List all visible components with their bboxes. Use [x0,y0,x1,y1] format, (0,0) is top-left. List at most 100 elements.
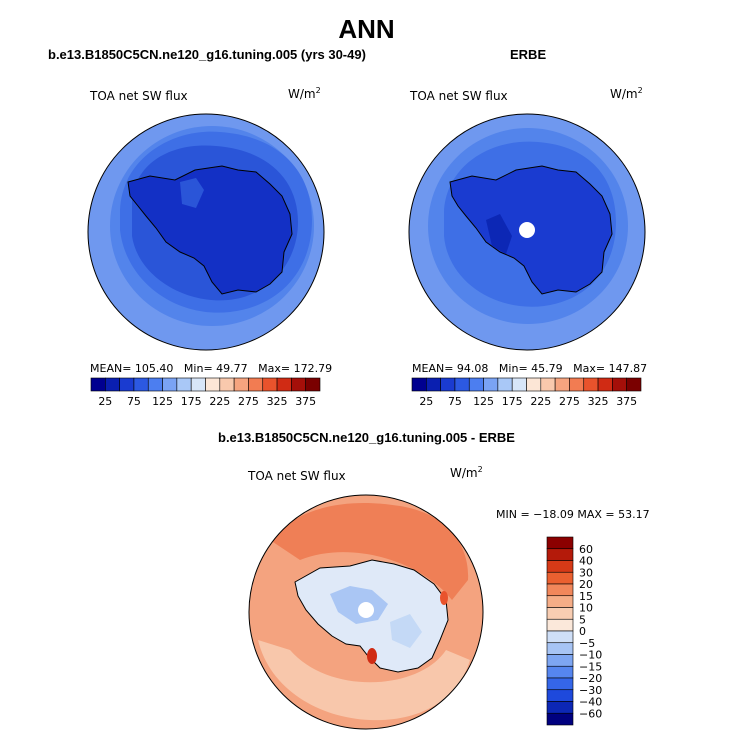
panel3-colorbar-box [546,595,574,608]
panel2-variable-label: TOA net SW flux [410,89,508,103]
panel1-colorbar-box [147,377,163,392]
panel3-units: W/m2 [450,465,483,480]
panel2-mean-label: MEAN= [412,362,454,375]
panel2-colorbar-box [526,377,542,392]
panel3-colorbar-label: −40 [579,696,602,709]
panel2-units: W/m2 [610,86,643,101]
panel3-colorbar-box [546,642,574,655]
panel3-colorbar-box [546,536,574,550]
panel2-colorbar-box [569,377,585,392]
panel1-colorbar-box [90,377,106,392]
panel1-colorbar: 25 75 125 175 225 275 325 375 [90,377,321,408]
page-title: ANN [338,14,395,44]
panel2-colorbar-box [497,377,513,392]
panel3-variable-label: TOA net SW flux [248,469,346,483]
panel2-map-border [408,113,646,351]
panel1-colorbar-label: 125 [152,395,173,408]
panel1-max-label: Max= [258,362,291,375]
panel3-hot-spot [440,591,448,605]
panel2-colorbar-box [454,377,470,392]
panel3-positive-band-south [258,640,470,721]
panel2-colorbar-box [483,377,499,392]
panel1-colorbar-box [276,377,292,392]
panel1-colorbar-box [105,377,120,392]
panel2-colorbar-label: 325 [588,395,609,408]
panel2-colorbar-box [540,377,556,392]
panel3-colorbar-box [546,712,574,726]
panel3-max-spot [367,648,377,664]
panel3-colorbar-label: −20 [579,672,602,685]
panel3-colorbar-label: 15 [579,590,593,603]
panel3-colorbar-box [546,583,574,597]
panel1-colorbar-box [305,377,321,392]
panel3-colorbar-box [546,548,574,561]
panel1-map-border [87,113,325,351]
panel3-colorbar-label: 10 [579,602,593,615]
panel3-map [248,494,484,730]
panel3-colorbar-box [546,701,574,714]
panel3-colorbar-label: 40 [579,555,593,568]
panel3-colorbar-box [546,654,574,667]
panel1-colorbar-box [205,377,221,392]
panel2-pole-hole [519,222,535,238]
panel3-colorbar-label: −5 [579,637,595,650]
panel3-negative-patch2 [390,614,422,648]
panel1-colorbar-box [133,377,149,392]
panel3-colorbar-label: 5 [579,613,586,626]
panel1-colorbar-label: 75 [127,395,141,408]
panel1-colorbar-box [248,377,264,392]
panel1-min-label: Min= [183,362,213,375]
panel1-colorbar-label: 325 [267,395,288,408]
panel1-colorbar-box [190,377,206,392]
panel2-map [408,113,646,351]
panel2-antarctica-low [486,214,512,254]
panel2-colorbar-box [597,377,613,392]
panel1-colorbar-label: 25 [98,395,112,408]
panel3-colorbar-box [546,618,574,632]
panel2-min-value: 45.79 [531,362,563,375]
panel2-colorbar-box [511,377,527,392]
panel3-colorbar-label: 30 [579,566,593,579]
panel2-colorbar-label: 75 [448,395,462,408]
panel2-subtitle: ERBE [510,47,547,62]
panel2-min-label: Min= [498,362,528,375]
panel1-antarctica-high [180,178,204,208]
panel3-colorbar-box [546,665,574,679]
panel1-colorbar-box [291,377,306,392]
panel1-subtitle: b.e13.B1850C5CN.ne120_g16.tuning.005 (yr… [48,47,366,62]
panel2-mean-value: 94.08 [456,362,489,375]
panel1-antarctica [127,165,293,295]
panel3-map-border [248,494,484,730]
panel3-colorbar-box [546,571,574,585]
panel3-colorbar-label: 20 [579,578,593,591]
panel1-colorbar-box [262,377,278,392]
panel2-colorbar-box [440,377,456,392]
panel1-colorbar-box [162,377,178,392]
panel2-max-value: 147.87 [608,362,648,375]
panel3-colorbar-label: −30 [579,684,602,697]
panel1-colorbar-box [176,377,192,392]
panel3-colorbar-box [546,607,574,620]
panel3-colorbar-box [546,630,574,644]
panel2-colorbar-box [554,377,570,392]
panel2-colorbar-label: 175 [502,395,523,408]
panel1-map [87,113,325,351]
panel1-units: W/m2 [288,86,321,101]
panel2-colorbar-box [426,377,441,392]
panel1-colorbar-label: 225 [209,395,230,408]
panel1-mean-label: MEAN= [90,362,132,375]
panel3-colorbar-box [546,677,574,691]
panel2-colorbar-box [612,377,627,392]
panel2-colorbar-label: 125 [473,395,494,408]
panel2-colorbar-label: 275 [559,395,580,408]
panel1-colorbar-label: 275 [238,395,259,408]
panel1-colorbar-box [119,377,135,392]
panel1-variable-label: TOA net SW flux [90,89,188,103]
panel1-mean-value: 105.40 [134,362,174,375]
panel2-stats: MEAN= 94.08 Min= 45.79 Max= 147.87 [412,362,647,375]
panel2-colorbar-label: 25 [419,395,433,408]
panel2-colorbar-label: 225 [530,395,551,408]
panel2-colorbar-box [411,377,427,392]
